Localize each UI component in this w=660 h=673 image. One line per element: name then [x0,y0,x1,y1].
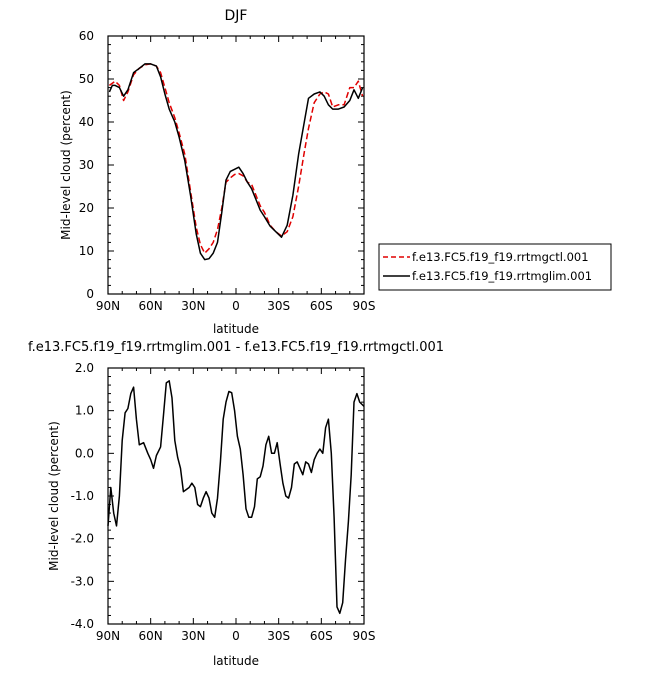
bottom-x-tick-label: 90N [96,629,120,643]
bottom-x-axis-label: latitude [213,654,259,668]
top-x-tick-label: 90N [96,299,120,313]
legend-label-ctl: f.e13.FC5.f19_f19.rrtmgctl.001 [412,250,589,264]
bottom-y-tick-label: 2.0 [75,361,94,375]
bottom-ticks [107,367,365,625]
top-x-tick-labels: 90N 60N 30N 0 30S 60S 90S [96,299,376,313]
legend-box [378,243,612,291]
bottom-y-tick-label: -3.0 [71,574,94,588]
top-x-tick-label: 90S [353,299,376,313]
top-y-tick-labels: 0 10 20 30 40 50 60 [79,29,94,301]
top-series-line-1 [108,63,364,261]
bottom-y-tick-label: 1.0 [75,404,94,418]
bottom-plot-frame [107,367,365,625]
top-x-tick-label: 30N [181,299,205,313]
top-y-tick-label: 0 [86,287,94,301]
bottom-x-tick-label: 60N [139,629,163,643]
top-y-tick-label: 40 [79,115,94,129]
top-panel: DJF 0 10 20 30 40 50 60 90N 60N 30N 0 30S 60S 90S la… [59,8,612,336]
top-chart-title: DJF [225,8,248,24]
top-y-tick-label: 50 [79,72,94,86]
top-y-tick-label: 10 [79,244,94,258]
top-y-tick-label: 30 [79,158,94,172]
bottom-series-lines [107,380,365,615]
top-x-tick-label: 60S [310,299,333,313]
top-x-tick-label: 0 [232,299,240,313]
bottom-y-tick-label: -2.0 [71,532,94,546]
bottom-panel: f.e13.FC5.f19_f19.rrtmglim.001 - f.e13.F… [28,340,444,668]
top-y-axis-label: Mid-level cloud (percent) [59,90,73,240]
bottom-x-tick-label: 90S [353,629,376,643]
bottom-x-tick-label: 30N [181,629,205,643]
top-plot-frame [107,35,365,295]
top-series-line-0 [108,63,364,254]
top-y-tick-label: 60 [79,29,94,43]
bottom-y-axis-label: Mid-level cloud (percent) [47,421,61,571]
top-y-tick-label: 20 [79,201,94,215]
bottom-y-tick-label: -1.0 [71,489,94,503]
bottom-x-tick-label: 30S [267,629,290,643]
top-series-lines [108,63,364,261]
bottom-x-tick-label: 0 [232,629,240,643]
bottom-y-tick-label: -4.0 [71,617,94,631]
top-ticks [107,35,365,295]
top-x-tick-label: 30S [267,299,290,313]
bottom-x-tick-label: 60S [310,629,333,643]
bottom-y-tick-label: 0.0 [75,446,94,460]
bottom-x-tick-labels: 90N 60N 30N 0 30S 60S 90S [96,629,376,643]
top-x-axis-label: latitude [213,322,259,336]
top-x-tick-label: 60N [139,299,163,313]
bottom-chart-title: f.e13.FC5.f19_f19.rrtmglim.001 - f.e13.F… [28,340,444,355]
legend-label-lim: f.e13.FC5.f19_f19.rrtmglim.001 [412,269,592,283]
bottom-series-line-0 [107,380,365,615]
bottom-y-tick-labels: -4.0 -3.0 -2.0 -1.0 0.0 1.0 2.0 [71,361,94,631]
legend: f.e13.FC5.f19_f19.rrtmgctl.001 f.e13.FC5… [378,243,612,291]
